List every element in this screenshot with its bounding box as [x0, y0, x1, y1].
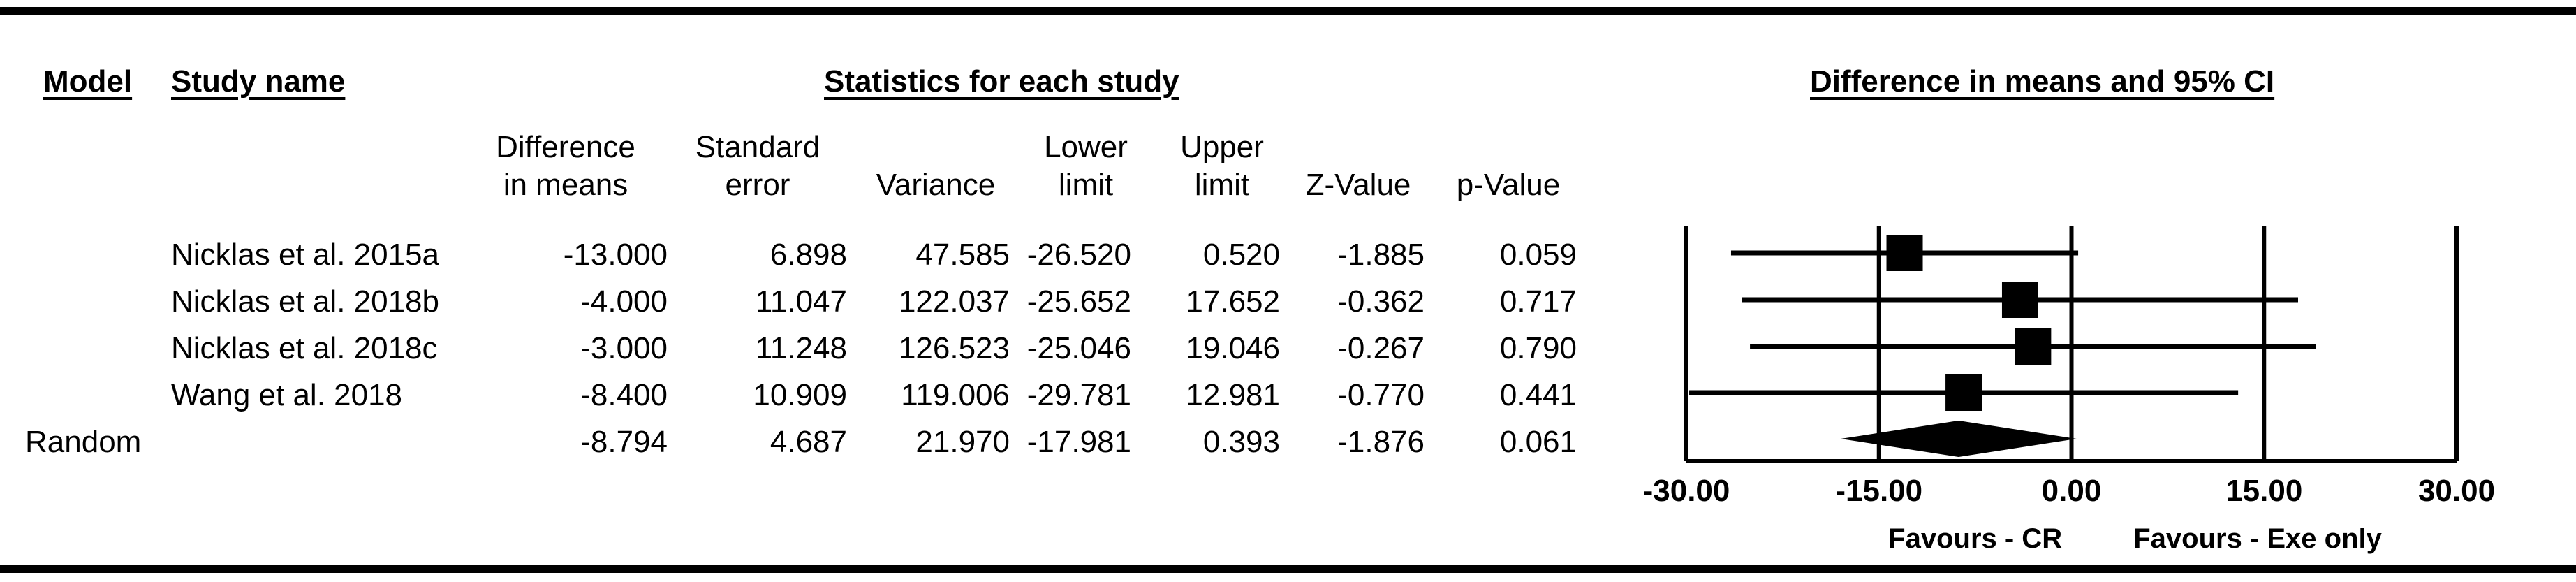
- table-cell: -13.000: [563, 238, 668, 272]
- table-cell: 17.652: [1186, 284, 1280, 319]
- table-cell: 0.441: [1499, 378, 1577, 412]
- table-cell: -25.652: [1026, 284, 1131, 319]
- summary-diamond: [1840, 421, 2077, 457]
- table-cell: 0.520: [1202, 238, 1280, 272]
- table-cell: -26.520: [1026, 238, 1131, 272]
- table-cell: -25.046: [1026, 331, 1131, 365]
- x-tick-label: -30.00: [1643, 474, 1730, 508]
- point-estimate: [2001, 282, 2038, 318]
- table-cell: -3.000: [580, 331, 668, 365]
- col-header-lower-limit: Lower limit: [1044, 130, 1128, 202]
- table-cell: -8.400: [580, 378, 668, 412]
- top-rule: [0, 7, 2576, 15]
- x-tick-label: 0.00: [2042, 474, 2102, 508]
- point-estimate: [2015, 328, 2052, 365]
- bottom-rule: [0, 565, 2576, 573]
- table-cell: 122.037: [898, 284, 1010, 319]
- col-header-p-value: p-Value: [1456, 168, 1561, 202]
- table-cell: -1.876: [1337, 425, 1425, 459]
- point-estimate: [1945, 374, 1982, 411]
- header-study-name: Study name: [171, 64, 346, 99]
- x-tick-label: 30.00: [2418, 474, 2495, 508]
- table-cell: 12.981: [1186, 378, 1280, 412]
- table-cell: -29.781: [1026, 378, 1131, 412]
- table-cell: 10.909: [753, 378, 847, 412]
- table-cell: -1.885: [1337, 238, 1425, 272]
- model-label: Random: [25, 425, 142, 459]
- table-cell: 126.523: [898, 331, 1010, 365]
- table-cell: 11.248: [755, 331, 847, 365]
- table-cell: -0.267: [1337, 331, 1425, 365]
- col-header-difference: Difference in means: [496, 130, 635, 202]
- col-header-standard-error: Standard error: [695, 130, 820, 202]
- favours-right-label: Favours - Exe only: [2133, 523, 2382, 554]
- table-cell: 21.970: [915, 425, 1010, 459]
- table-cell: 119.006: [901, 378, 1010, 412]
- favours-left-label: Favours - CR: [1888, 523, 2062, 554]
- header-plot: Difference in means and 95% CI: [1810, 64, 2275, 99]
- col-header-variance: Variance: [876, 168, 996, 202]
- table-cell: -17.981: [1026, 425, 1131, 459]
- study-name: Nicklas et al. 2018c: [171, 331, 438, 365]
- table-cell: 0.061: [1499, 425, 1577, 459]
- x-tick-label: -15.00: [1835, 474, 1922, 508]
- table-cell: 47.585: [915, 238, 1010, 272]
- table-cell: 0.790: [1499, 331, 1577, 365]
- header-model: Model: [43, 64, 133, 99]
- table-cell: 0.059: [1499, 238, 1577, 272]
- table-cell: 0.717: [1499, 284, 1577, 319]
- table-cell: -4.000: [580, 284, 668, 319]
- table-cell: 11.047: [755, 284, 847, 319]
- x-tick-label: 15.00: [2225, 474, 2302, 508]
- study-name: Nicklas et al. 2015a: [171, 238, 439, 272]
- study-name: Wang et al. 2018: [171, 378, 403, 412]
- col-header-upper-limit: Upper limit: [1180, 130, 1264, 202]
- table-cell: 0.393: [1202, 425, 1280, 459]
- col-header-z-value: Z-Value: [1305, 168, 1411, 202]
- study-name: Nicklas et al. 2018b: [171, 284, 439, 319]
- table-cell: 19.046: [1186, 331, 1280, 365]
- table-cell: -0.362: [1337, 284, 1425, 319]
- table-cell: -0.770: [1337, 378, 1425, 412]
- table-cell: -8.794: [580, 425, 668, 459]
- header-statistics: Statistics for each study: [824, 64, 1179, 99]
- point-estimate: [1886, 235, 1923, 271]
- table-cell: 4.687: [770, 425, 847, 459]
- table-cell: 6.898: [770, 238, 847, 272]
